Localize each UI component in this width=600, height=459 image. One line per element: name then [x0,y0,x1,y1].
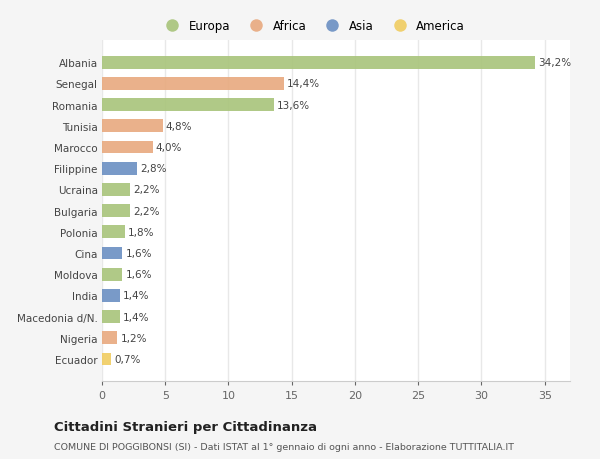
Bar [102,57,535,69]
Text: 4,0%: 4,0% [156,143,182,153]
Bar [102,141,152,154]
Text: 2,8%: 2,8% [140,164,167,174]
Bar [102,99,274,112]
Text: 13,6%: 13,6% [277,101,310,110]
Bar [102,184,130,196]
Text: 14,4%: 14,4% [287,79,320,89]
Text: 0,7%: 0,7% [114,354,140,364]
Bar [102,226,125,239]
Bar [102,289,120,302]
Bar [102,78,284,90]
Text: 2,2%: 2,2% [133,185,160,195]
Bar [102,268,122,281]
Text: 1,6%: 1,6% [125,269,152,280]
Text: 2,2%: 2,2% [133,206,160,216]
Bar [102,247,122,260]
Bar [102,162,137,175]
Text: 1,6%: 1,6% [125,248,152,258]
Text: 34,2%: 34,2% [538,58,571,68]
Bar [102,311,120,323]
Legend: Europa, Africa, Asia, America: Europa, Africa, Asia, America [160,20,465,33]
Text: Cittadini Stranieri per Cittadinanza: Cittadini Stranieri per Cittadinanza [54,420,317,433]
Text: 4,8%: 4,8% [166,122,193,132]
Bar [102,353,111,365]
Bar [102,332,117,344]
Text: COMUNE DI POGGIBONSI (SI) - Dati ISTAT al 1° gennaio di ogni anno - Elaborazione: COMUNE DI POGGIBONSI (SI) - Dati ISTAT a… [54,442,514,451]
Text: 1,4%: 1,4% [123,312,149,322]
Text: 1,8%: 1,8% [128,227,154,237]
Text: 1,4%: 1,4% [123,291,149,301]
Bar [102,205,130,218]
Bar [102,120,163,133]
Text: 1,2%: 1,2% [121,333,147,343]
